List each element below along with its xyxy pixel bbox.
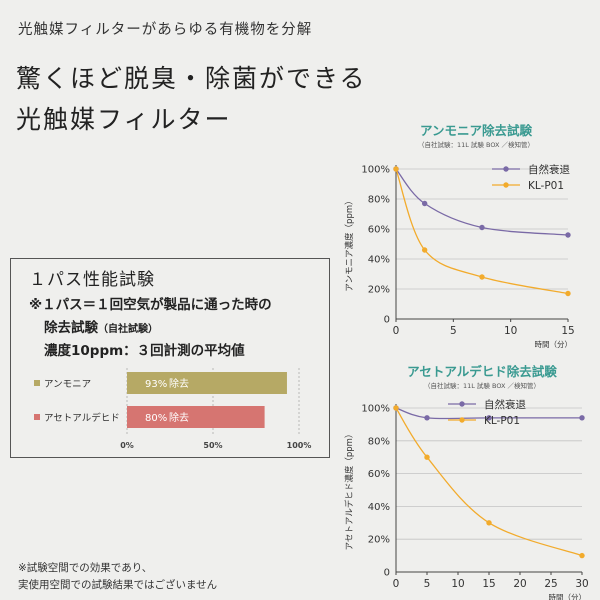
page-subtitle: 光触媒フィルターがあらゆる有機物を分解 [18,22,313,38]
bar-unit-label-0: 除去 [169,377,189,390]
panel-note-line-3: 濃度10ppm：３回計測の平均値 [44,343,245,359]
ammonia-chart-ytick-label-0: 0 [384,315,390,326]
ammonia-chart-ytick-label-1: 20% [368,285,390,296]
acetaldehyde-chart-legend-label-0: 自然衰退 [484,398,526,411]
acetaldehyde-chart-y-axis-label: アセトアルデヒド濃度（ppm） [344,430,355,551]
ammonia-chart-series-0-point-3 [565,232,571,238]
bar-xtick-label-1: 50% [203,441,222,450]
ammonia-chart-series-1-point-3 [565,290,571,297]
ammonia-chart-x-axis-label: 時間（分） [535,340,573,349]
bar-value-label-0: 93% [145,379,167,390]
ammonia-chart-series-1-point-1 [421,247,428,253]
ammonia-chart-xtick-label-2: 10 [504,325,517,337]
ammonia-chart-ytick-label-3: 60% [368,225,390,236]
ammonia-chart-xtick-label-3: 15 [561,325,574,337]
footnote-line-2: 実使用空間での試験結果ではございません [18,579,218,591]
acetaldehyde-chart-series-0-point-3 [579,415,585,421]
acetaldehyde-chart-series-line-1 [395,407,583,557]
acetaldehyde-chart-ytick-label-2: 40% [368,502,390,513]
ammonia-line-chart: アンモニア除去試験 （自社試験：11L 試験 BOX ／検知管） 0 20% 40% 60… [344,123,575,349]
page-headline: 驚くほど脱臭・除菌ができる 光触媒フィルター [16,58,367,140]
panel-note-line-2-main: 除去試験 [44,320,98,336]
acetaldehyde-chart-series-0-point-2 [486,415,492,421]
bar-xtick-label-2: 100% [287,441,312,450]
bar-legend-swatch-1 [34,414,40,420]
bar-unit-label-1: 除去 [169,411,189,424]
bar-category-label-1: アセトアルデヒド [44,412,120,424]
ammonia-chart-legend-marker-1 [503,182,509,188]
bar-category-label-0: アンモニア [44,379,91,390]
acetaldehyde-chart-xtick-label-6: 30 [575,578,588,590]
acetaldehyde-chart-subtitle: （自社試験：11L 試験 BOX ／検知管） [424,381,540,390]
bar-1 [127,406,265,428]
bar-0 [127,372,287,394]
acetaldehyde-chart-series-1-point-2 [486,520,492,526]
ammonia-chart-legend-label-0: 自然衰退 [528,163,570,176]
ammonia-chart-series-1-point-2 [479,274,485,280]
acetaldehyde-chart-xtick-label-3: 15 [482,578,495,590]
footnote-line-1: ※試験空間での効果であり、 [18,562,153,574]
acetaldehyde-chart-legend-marker-0 [459,401,465,407]
panel-note-line-1: ※１パス＝１回空気が製品に通った時の [29,297,272,313]
panel-note-line-2-small: （自社試験） [98,324,158,335]
panel-title: １パス性能試験 [29,270,155,290]
one-pass-test-panel: １パス性能試験 ※１パス＝１回空気が製品に通った時の 除去試験（自社試験） 濃度… [10,258,330,458]
acetaldehyde-line-chart: アセトアルデヒド除去試験 （自社試験：11L 試験 BOX ／検知管） 0 20% 40… [344,364,589,600]
headline-line-1: 驚くほど脱臭・除菌ができる [16,64,367,93]
ammonia-chart-y-axis-label: アンモニア濃度（ppm） [344,196,355,291]
ammonia-chart-subtitle: （自社試験：11L 試験 BOX ／検知管） [418,140,534,149]
headline-line-2: 光触媒フィルター [16,105,232,134]
acetaldehyde-chart-x-axis-label: 時間（分） [549,593,587,600]
ammonia-chart-series-1-point-0 [393,166,399,172]
acetaldehyde-chart-title: アセトアルデヒド除去試験 [407,364,557,379]
acetaldehyde-chart-ytick-label-1: 20% [368,535,390,546]
acetaldehyde-chart-xtick-label-0: 0 [393,578,400,590]
ammonia-chart-series-0-point-2 [479,224,485,231]
acetaldehyde-chart-series-0-point-1 [424,415,430,421]
ammonia-chart-legend-marker-0 [503,166,509,172]
ammonia-chart-ytick-label-4: 80% [368,195,390,206]
acetaldehyde-chart-legend-label-1: KL-P01 [484,415,520,427]
ammonia-chart-series-line-1 [395,168,569,295]
ammonia-chart-ytick-label-2: 40% [368,255,390,266]
bar-value-label-1: 80% [145,413,167,424]
panel-note-line-2: 除去試験（自社試験） [44,316,158,336]
acetaldehyde-chart-ytick-label-0: 0 [384,568,390,579]
ammonia-chart-legend-label-1: KL-P01 [528,180,564,192]
acetaldehyde-chart-legend-marker-1 [459,417,465,423]
ammonia-chart-series-line-0 [395,168,569,236]
acetaldehyde-chart-xtick-label-5: 25 [544,578,557,590]
bar-legend-swatch-0 [34,380,40,386]
acetaldehyde-chart-series-1-point-3 [579,552,585,559]
acetaldehyde-chart-ytick-label-4: 80% [368,436,390,447]
ammonia-chart-ytick-label-5: 100% [361,165,390,176]
footnote: ※試験空間での効果であり、 実使用空間での試験結果ではございません [18,560,217,594]
acetaldehyde-chart-series-1-point-0 [393,405,399,411]
acetaldehyde-chart-ytick-label-3: 60% [368,469,390,480]
acetaldehyde-chart-xtick-label-2: 10 [451,578,464,590]
acetaldehyde-chart-ytick-label-5: 100% [361,404,390,415]
ammonia-chart-series-0-point-1 [421,200,428,207]
bar-xtick-label-0: 0% [120,441,134,450]
ammonia-chart-xtick-label-0: 0 [393,325,400,337]
acetaldehyde-chart-xtick-label-1: 5 [424,578,431,590]
ammonia-chart-xtick-label-1: 5 [450,325,457,337]
ammonia-chart-title: アンモニア除去試験 [420,123,533,138]
acetaldehyde-chart-xtick-label-4: 20 [513,578,526,590]
acetaldehyde-chart-series-1-point-1 [424,454,430,460]
